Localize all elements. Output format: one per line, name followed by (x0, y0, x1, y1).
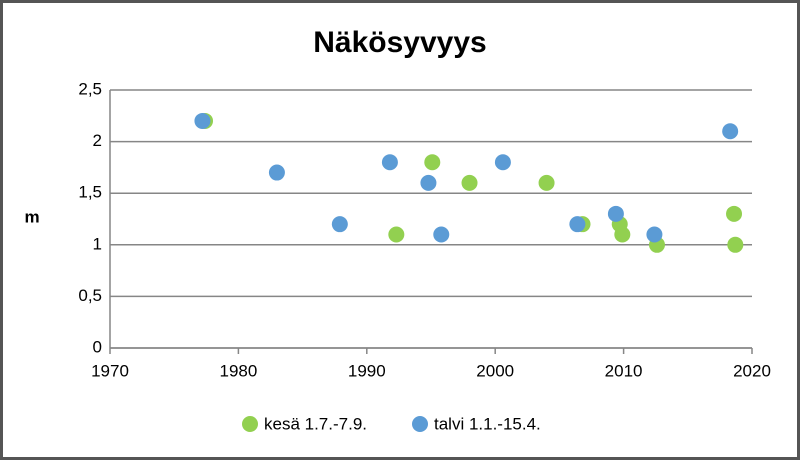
x-tick-label: 1990 (348, 361, 386, 380)
point (331, 216, 348, 233)
y-tick-label: 2 (93, 131, 102, 150)
legend-marker (242, 416, 258, 432)
point (268, 164, 285, 181)
x-tick-label: 1980 (219, 361, 257, 380)
point (461, 174, 478, 191)
legend-label: talvi 1.1.-15.4. (434, 414, 541, 433)
legend-label: kesä 1.7.-7.9. (264, 414, 367, 433)
point (646, 226, 663, 243)
point (569, 216, 586, 233)
y-tick-label: 1 (93, 234, 102, 253)
point (607, 205, 624, 222)
point (388, 226, 405, 243)
y-tick-label: 1,5 (78, 183, 102, 202)
chart-title: Näkösyvyys (313, 26, 486, 59)
point (538, 174, 555, 191)
x-tick-label: 2020 (733, 361, 771, 380)
y-tick-label: 0,5 (78, 286, 102, 305)
y-axis-label: m (24, 207, 39, 226)
point (494, 154, 511, 171)
point (726, 205, 743, 222)
y-tick-label: 0 (93, 337, 102, 356)
point (194, 112, 211, 129)
point (722, 123, 739, 140)
point (433, 226, 450, 243)
point (727, 236, 744, 253)
point (420, 174, 437, 191)
point (424, 154, 441, 171)
x-tick-label: 2010 (605, 361, 643, 380)
x-tick-label: 1970 (91, 361, 129, 380)
point (614, 226, 631, 243)
point (381, 154, 398, 171)
y-tick-label: 2,5 (78, 79, 102, 98)
x-tick-label: 2000 (476, 361, 514, 380)
legend-marker (412, 416, 428, 432)
